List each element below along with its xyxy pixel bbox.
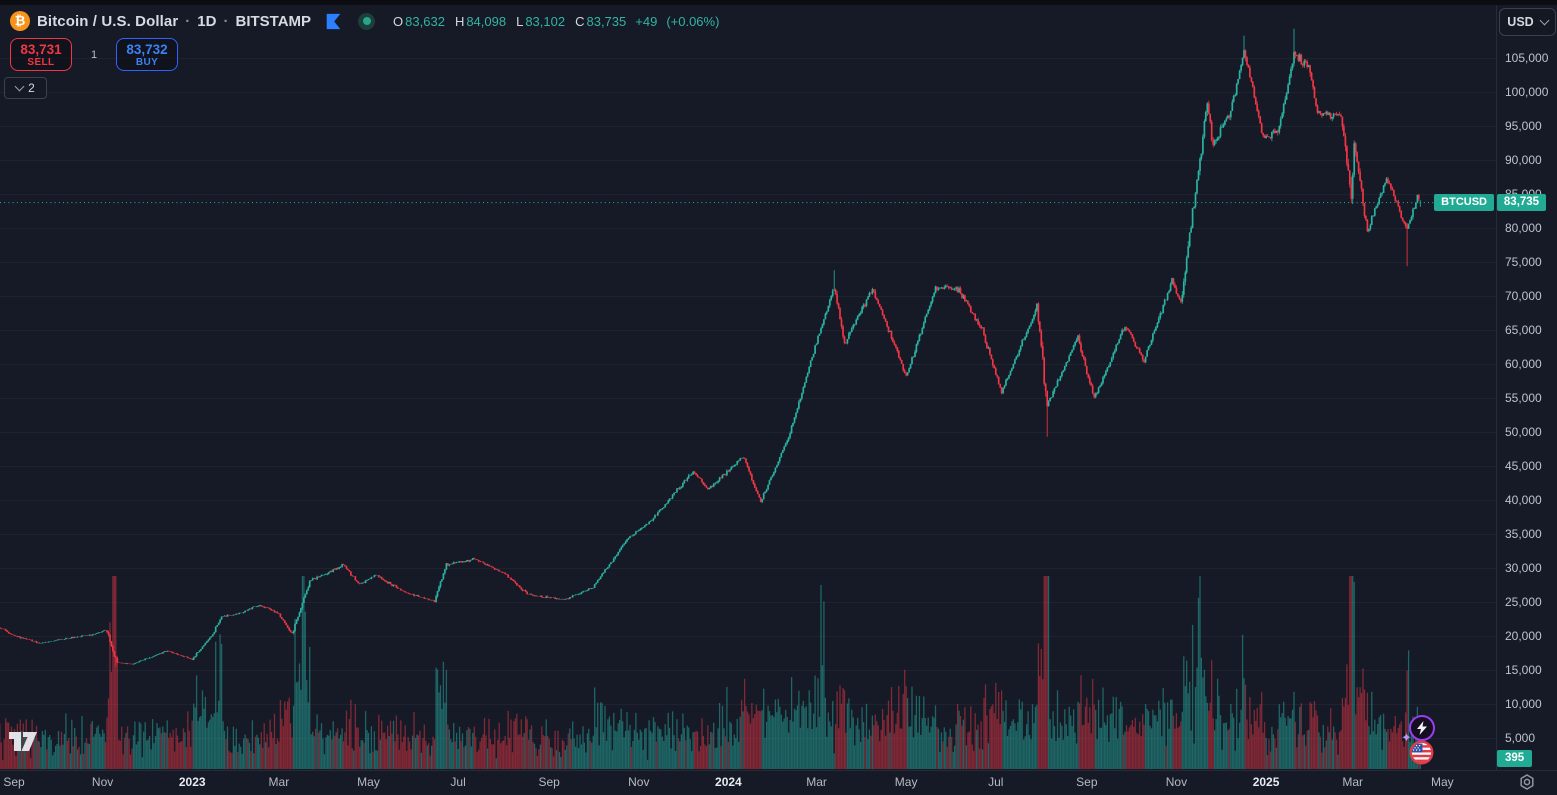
high-label: H	[454, 13, 465, 29]
price-tick-label: 70,000	[1505, 289, 1542, 303]
time-tick-label: 2023	[178, 775, 206, 789]
price-tick-label: 35,000	[1505, 527, 1542, 541]
trade-buttons-row: 83,731 SELL 1 83,732 BUY	[5, 38, 719, 71]
sell-button[interactable]: 83,731 SELL	[10, 38, 72, 71]
price-tick-label: 55,000	[1505, 391, 1542, 405]
change-percent: (+0.06%)	[666, 13, 720, 29]
title-separator: ·	[223, 12, 229, 30]
window-top-edge	[0, 0, 1557, 5]
sell-price: 83,731	[20, 41, 62, 57]
time-tick-label: Jul	[988, 775, 1004, 789]
high-value: 84,098	[466, 13, 507, 29]
volume-axis-label: 395	[1497, 750, 1533, 767]
interval-label[interactable]: 1D	[197, 12, 217, 30]
buy-label: BUY	[135, 56, 159, 68]
price-tick-label: 75,000	[1505, 255, 1542, 269]
time-tick-label: May	[1430, 775, 1454, 789]
collapse-indicators-chip[interactable]: 2	[4, 77, 47, 99]
lightning-event-bubble[interactable]	[1409, 715, 1435, 741]
currency-label: USD	[1507, 15, 1534, 29]
sparkle-icon: ✦	[1401, 730, 1412, 745]
exchange-label[interactable]: BITSTAMP	[235, 12, 312, 30]
price-tick-label: 15,000	[1505, 663, 1542, 677]
time-tick-label: Nov	[91, 775, 114, 789]
open-label: O	[393, 13, 404, 29]
price-tick-label: 5,000	[1505, 731, 1536, 745]
candle-wicks-down	[0, 49, 1420, 667]
price-tick-label: 25,000	[1505, 595, 1542, 609]
volume-bars-down	[0, 576, 1420, 769]
lightning-icon	[1417, 721, 1427, 735]
title-separator: ·	[185, 12, 191, 30]
volume-bars-up	[18, 576, 1421, 769]
axis-settings-icon[interactable]	[1518, 773, 1536, 791]
market-status-icon[interactable]	[358, 12, 376, 30]
low-label: L	[516, 13, 524, 29]
chevron-down-icon	[1539, 15, 1550, 26]
tradingview-logo[interactable]	[8, 730, 44, 753]
candle-bodies-down	[0, 50, 1420, 665]
time-tick-label: Nov	[628, 775, 650, 789]
price-tick-label: 50,000	[1505, 425, 1542, 439]
sell-label: SELL	[27, 56, 55, 68]
time-tick-label: Sep	[3, 775, 25, 789]
grid-lines	[0, 58, 1496, 739]
candle-bodies-up	[18, 50, 1422, 665]
price-axis[interactable]: 105,000100,00095,00090,00085,00080,00075…	[1496, 0, 1557, 770]
time-axis[interactable]: Sep Nov 2023 Mar May Jul Sep Nov 2024 Mar May Jul Se…	[0, 770, 1557, 795]
time-tick-label: Nov	[1165, 775, 1188, 789]
collapse-count: 2	[28, 81, 35, 95]
candle-wicks-up	[18, 28, 1421, 665]
price-chart-pane[interactable]	[0, 0, 1496, 770]
time-tick-label: 2024	[715, 775, 742, 789]
buy-price: 83,732	[126, 41, 168, 57]
time-tick-label: Jul	[450, 775, 466, 789]
price-tick-label: 45,000	[1505, 459, 1542, 473]
currency-dropdown-button[interactable]: USD	[1499, 8, 1556, 36]
price-tick-label: 100,000	[1505, 85, 1549, 99]
price-tick-label: 95,000	[1505, 119, 1542, 133]
symbol-title[interactable]: Bitcoin / U.S. Dollar	[37, 12, 179, 30]
price-tick-label: 65,000	[1505, 323, 1542, 337]
price-tick-label: 80,000	[1505, 221, 1542, 235]
time-tick-label: Mar	[806, 775, 827, 789]
bitstamp-exchange-icon	[326, 13, 341, 29]
last-price-symbol-pill[interactable]: BTCUSD	[1434, 194, 1494, 212]
close-value: 83,735	[586, 13, 627, 29]
close-label: C	[575, 13, 585, 29]
time-tick-label: Mar	[268, 775, 290, 789]
last-price-axis-label: 83,735	[1497, 194, 1546, 212]
time-tick-label: Sep	[1076, 775, 1098, 789]
change-value: +49	[635, 13, 658, 29]
price-tick-label: 90,000	[1505, 153, 1542, 167]
us-flag-event-bubble[interactable]	[1409, 740, 1434, 765]
price-tick-label: 105,000	[1505, 51, 1549, 65]
open-value: 83,632	[405, 13, 445, 29]
time-tick-label: May	[357, 775, 380, 789]
bitcoin-logo-icon: ₿	[10, 11, 30, 31]
price-tick-label: 10,000	[1505, 697, 1542, 711]
price-tick-label: 30,000	[1505, 561, 1542, 575]
buy-button[interactable]: 83,732 BUY	[116, 38, 178, 71]
price-tick-label: 40,000	[1505, 493, 1542, 507]
chart-header: ₿ Bitcoin / U.S. Dollar · 1D · BITSTAMP …	[10, 10, 719, 71]
low-value: 83,102	[525, 13, 566, 29]
ohlc-readout: O 83,632 H 84,098 L 83,102 C 83,735 +49 (+0.…	[393, 14, 719, 29]
time-tick-label: May	[894, 775, 918, 789]
price-tick-label: 60,000	[1505, 357, 1542, 371]
price-tick-label: 20,000	[1505, 629, 1542, 643]
symbol-title-row: ₿ Bitcoin / U.S. Dollar · 1D · BITSTAMP …	[10, 10, 719, 32]
time-tick-label: 2025	[1252, 775, 1280, 789]
time-tick-label: Mar	[1342, 775, 1364, 789]
spread-value: 1	[90, 48, 98, 61]
time-tick-label: Sep	[538, 775, 560, 789]
chevron-down-icon	[14, 81, 25, 92]
